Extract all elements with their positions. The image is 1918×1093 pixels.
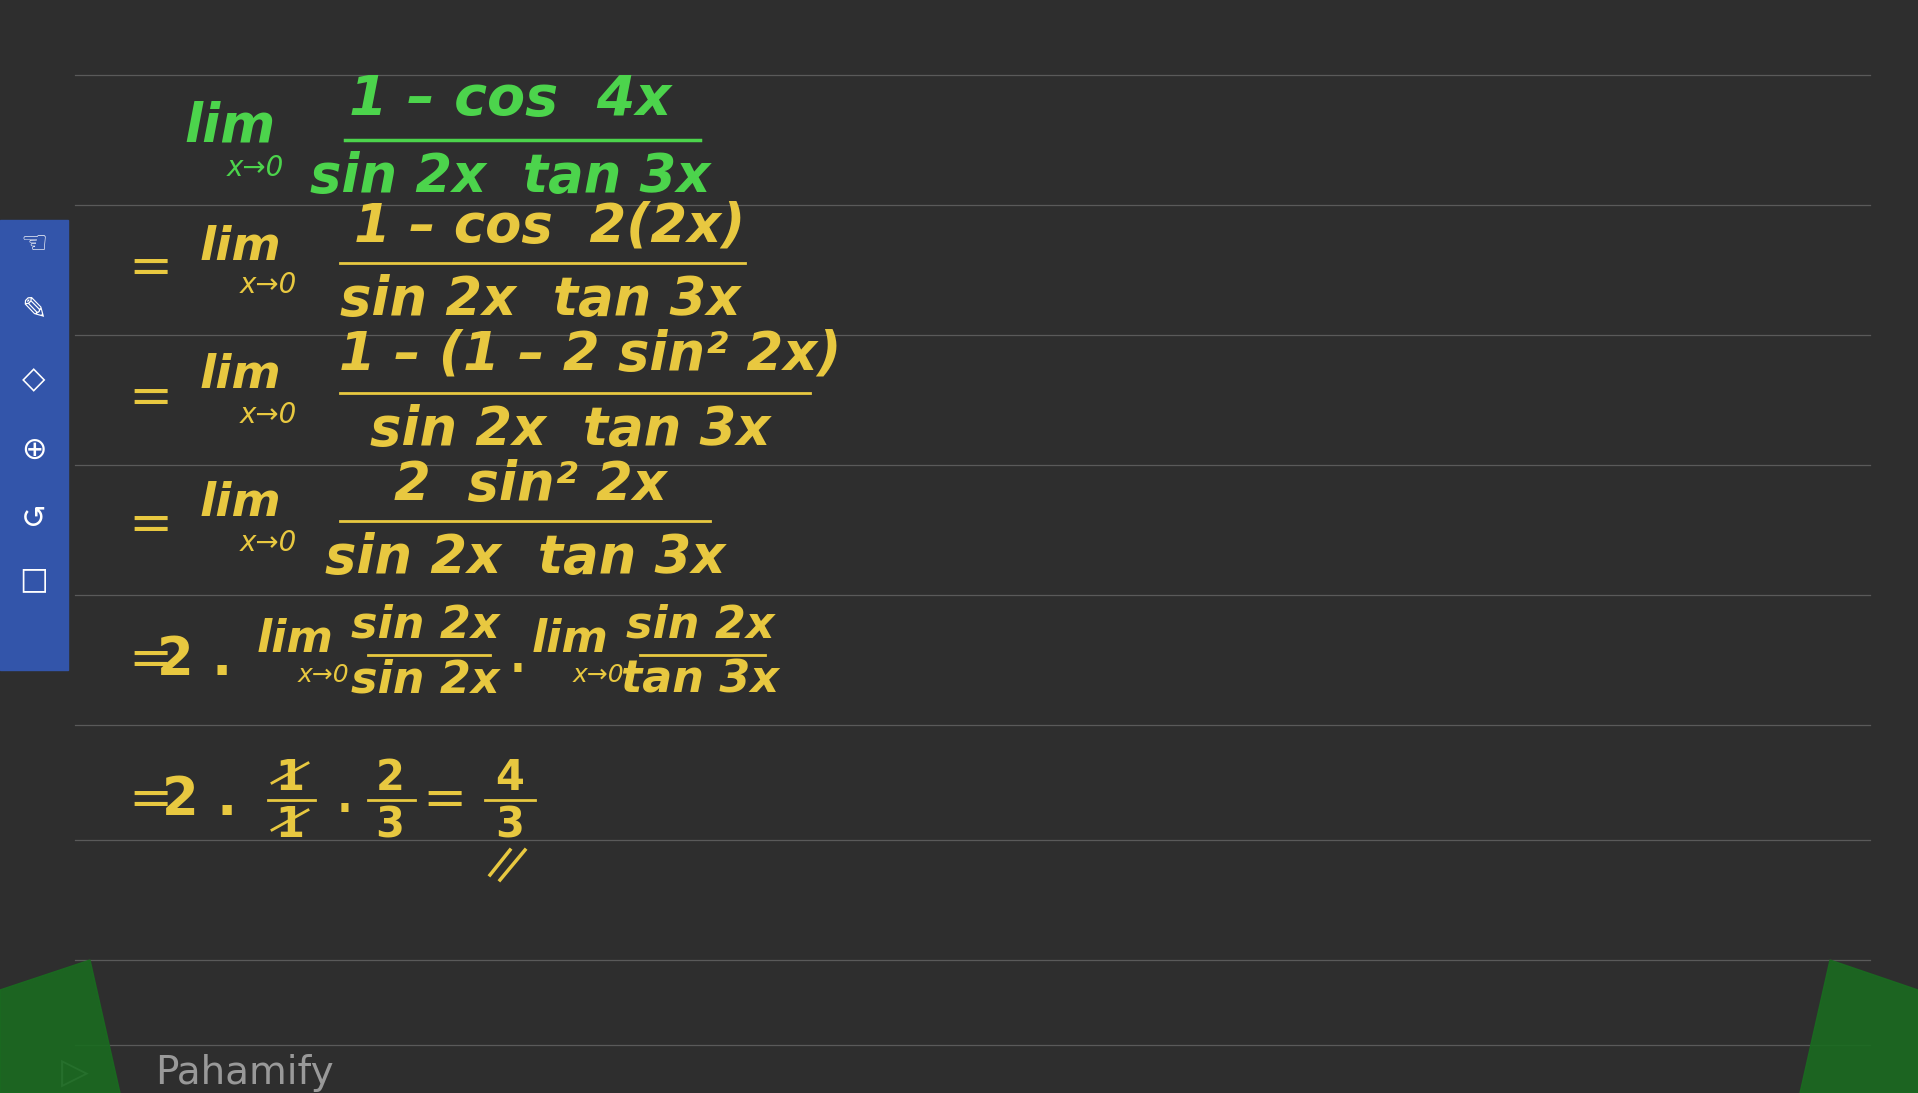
Text: 3: 3 xyxy=(376,804,405,846)
Text: x→0: x→0 xyxy=(226,154,284,183)
Text: 2  sin² 2x: 2 sin² 2x xyxy=(393,459,666,512)
Text: =: = xyxy=(129,242,173,294)
Text: tan 3x: tan 3x xyxy=(621,658,779,702)
Text: ▷: ▷ xyxy=(61,1056,88,1090)
Text: sin 2x: sin 2x xyxy=(351,658,499,702)
Text: ✎: ✎ xyxy=(21,295,46,325)
Text: 1 – (1 – 2 sin² 2x): 1 – (1 – 2 sin² 2x) xyxy=(339,329,842,381)
Text: 2: 2 xyxy=(376,757,405,799)
Text: 1 – cos  4x: 1 – cos 4x xyxy=(349,73,671,127)
Polygon shape xyxy=(1799,960,1918,1093)
Text: ↺: ↺ xyxy=(21,505,46,534)
Text: lim: lim xyxy=(199,481,280,526)
Text: □: □ xyxy=(19,565,48,595)
Text: lim: lim xyxy=(531,619,608,661)
Text: =: = xyxy=(129,500,173,551)
Text: lim: lim xyxy=(257,619,334,661)
Bar xyxy=(0,220,67,670)
Text: 2 .: 2 . xyxy=(157,634,232,686)
Text: =: = xyxy=(422,774,468,826)
Text: x→0: x→0 xyxy=(240,271,297,299)
Text: sin 2x: sin 2x xyxy=(351,603,499,646)
Text: =: = xyxy=(129,634,173,686)
Text: x→0: x→0 xyxy=(240,401,297,428)
Text: ◇: ◇ xyxy=(23,365,46,395)
Text: x→0: x→0 xyxy=(297,663,349,687)
Text: .: . xyxy=(506,619,529,685)
Text: 3: 3 xyxy=(495,804,524,846)
Text: .: . xyxy=(334,759,357,825)
Text: lim: lim xyxy=(184,101,276,153)
Text: ⊕: ⊕ xyxy=(21,435,46,465)
Text: x→0: x→0 xyxy=(240,529,297,557)
Text: sin 2x  tan 3x: sin 2x tan 3x xyxy=(311,151,710,203)
Text: lim: lim xyxy=(199,353,280,398)
Text: 1: 1 xyxy=(276,757,305,799)
Text: sin 2x  tan 3x: sin 2x tan 3x xyxy=(324,532,725,584)
Polygon shape xyxy=(0,960,121,1093)
Text: sin 2x: sin 2x xyxy=(625,603,775,646)
Text: ☜: ☜ xyxy=(21,231,48,259)
Text: =: = xyxy=(129,774,173,826)
Text: Pahamify: Pahamify xyxy=(155,1054,334,1092)
Text: x→0: x→0 xyxy=(572,663,623,687)
Text: 1: 1 xyxy=(276,804,305,846)
Text: sin 2x  tan 3x: sin 2x tan 3x xyxy=(370,404,771,456)
Text: =: = xyxy=(129,372,173,424)
Text: lim: lim xyxy=(199,225,280,270)
Text: sin 2x  tan 3x: sin 2x tan 3x xyxy=(339,274,740,326)
Text: 1 – cos  2(2x): 1 – cos 2(2x) xyxy=(355,200,746,252)
Text: 2 .: 2 . xyxy=(163,774,238,826)
Text: 4: 4 xyxy=(495,757,524,799)
